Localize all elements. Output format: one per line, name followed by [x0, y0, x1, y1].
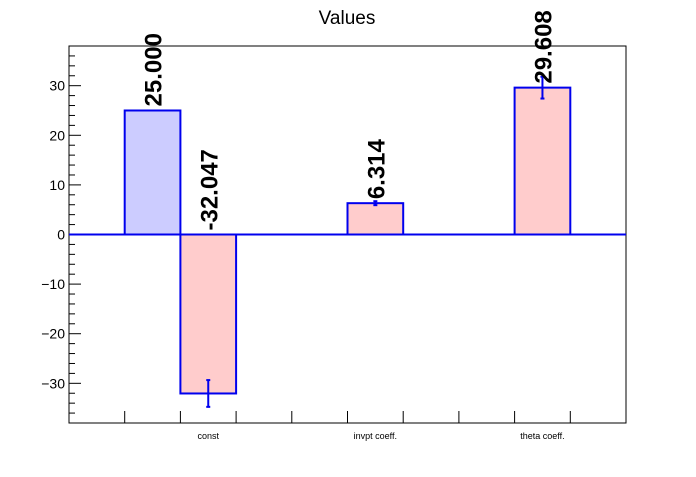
bar-value-label: 6.314 [363, 138, 390, 199]
bar [179, 233, 238, 395]
bars [123, 75, 572, 408]
bar-value-labels: 25.000 -32.047 6.314 29.608 [141, 10, 558, 230]
y-axis: 30 20 10 0 −10 −20 −30 [41, 55, 81, 414]
chart-title: Values [319, 8, 376, 29]
x-tick-label: const [197, 431, 219, 441]
bar-value-label: 25.000 [141, 33, 168, 106]
bar [346, 202, 405, 236]
y-tick-label: 30 [49, 78, 65, 94]
y-tick-label: 20 [49, 127, 65, 143]
y-tick-label: −10 [41, 276, 65, 292]
bar [513, 86, 572, 236]
y-tick-label: 10 [49, 177, 65, 193]
x-tick-label: theta coeff. [520, 431, 564, 441]
x-tick-label: invpt coeff. [354, 431, 397, 441]
y-tick-label: 0 [57, 227, 65, 243]
bar [123, 109, 182, 236]
bar-value-label: -32.047 [196, 149, 223, 230]
y-tick-label: −20 [41, 326, 65, 342]
x-axis: const invpt coeff. theta coeff. [124, 411, 571, 441]
bar-value-label: 29.608 [530, 10, 557, 83]
y-tick-label: −30 [41, 375, 65, 391]
